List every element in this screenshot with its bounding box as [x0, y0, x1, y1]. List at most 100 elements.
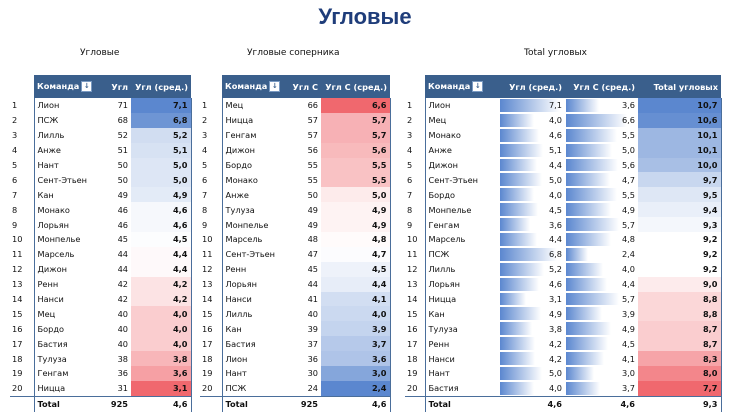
b-cell: 5,0	[565, 143, 638, 158]
rank-cell: 8	[407, 204, 413, 215]
b-cell: 6,8	[131, 112, 192, 128]
column-header-opp-corners-avg[interactable]: Угл С (сред.)	[565, 75, 638, 98]
rank-cell: 4	[202, 145, 208, 156]
table-row: 9 Генгам 3,6 5,7 9,3	[405, 217, 722, 233]
rank-cell: 20	[202, 383, 213, 394]
column-header-team[interactable]: Команда ↓	[34, 75, 93, 98]
table-row: 13 Лорьян 4,6 4,4 9,0	[405, 276, 722, 292]
a-cell: 47	[307, 249, 318, 260]
a-cell: 31	[117, 383, 128, 394]
data-bar	[500, 143, 543, 157]
b-cell: 4,4	[321, 276, 391, 292]
column-header-team[interactable]: Команда ↓	[425, 75, 499, 98]
data-bar	[566, 292, 619, 306]
column-header-opp-corners-avg[interactable]: Угл С (сред.)	[321, 75, 390, 98]
data-bar	[500, 173, 542, 187]
data-bar	[500, 367, 542, 380]
rank-cell: 2	[12, 115, 18, 126]
value-text: 4,0	[548, 115, 562, 126]
data-bar	[566, 381, 601, 395]
team-cell: Ницца	[33, 380, 93, 397]
column-header-corners-avg[interactable]: Угл (сред.)	[131, 75, 191, 98]
total-b: 4,6	[321, 395, 391, 412]
table-row: 11 Марсель 44 4,4	[10, 246, 192, 262]
data-bar	[500, 188, 534, 202]
table-row: 14 Нанси 42 4,2	[10, 291, 192, 307]
a-cell: 4,2	[499, 351, 565, 366]
a-cell: 6,8	[499, 247, 565, 262]
table-row: 8 Тулуза 49 4,9	[200, 202, 391, 218]
table-row: 13 Ренн 42 4,2	[10, 276, 192, 292]
b-cell: 5,5	[321, 157, 391, 173]
b-cell: 4,4	[131, 246, 192, 262]
value-text: 4,6	[548, 279, 562, 290]
a-cell: 4,4	[499, 158, 565, 173]
a-cell: 49	[307, 204, 318, 215]
value-text: 4,9	[621, 323, 635, 334]
a-cell: 49	[117, 189, 128, 200]
team-cell: Лион	[33, 98, 93, 113]
team-cell: Анже	[33, 142, 93, 158]
a-cell: 45	[117, 234, 128, 245]
rank-cell: 14	[12, 294, 23, 305]
b-cell: 3,0	[565, 366, 638, 381]
a-cell: 5,0	[499, 172, 565, 187]
filter-icon[interactable]: ↓	[472, 81, 484, 92]
total-a: 925	[282, 395, 321, 412]
b-cell: 3,6	[131, 366, 192, 381]
column-header-total-corners[interactable]: Total угловых	[638, 75, 721, 98]
column-header-corners-avg[interactable]: Угл (сред.)	[499, 75, 565, 98]
column-header-team[interactable]: Команда ↓	[222, 75, 282, 98]
rank-cell: 5	[12, 160, 18, 170]
rank-cell: 15	[407, 308, 418, 319]
rank-cell: 20	[12, 383, 23, 394]
table-row: 6 Монако 55 5,5	[200, 172, 391, 188]
table-row: 11 ПСЖ 6,8 2,4 9,2	[405, 246, 722, 262]
team-cell: Ницца	[424, 291, 499, 307]
filter-icon[interactable]: ↓	[269, 81, 281, 92]
filter-icon[interactable]: ↓	[81, 81, 93, 92]
c-cell: 9,2	[638, 232, 722, 247]
team-cell: Бастия	[33, 336, 93, 352]
rank-cell: 15	[12, 308, 23, 319]
table-row: 16 Тулуза 3,8 4,9 8,7	[405, 321, 722, 337]
value-text: 7,1	[548, 100, 562, 111]
b-cell: 5,7	[565, 217, 638, 232]
team-cell: Монако	[221, 172, 282, 188]
a-cell: 37	[307, 338, 318, 349]
table-row: 2 ПСЖ 68 6,8	[10, 112, 192, 128]
team-cell: Мец	[424, 112, 499, 128]
a-cell: 4,0	[499, 187, 565, 202]
a-cell: 40	[117, 323, 128, 334]
a-cell: 40	[117, 338, 128, 349]
total-a: 4,6	[499, 395, 565, 412]
team-cell: Дижон	[221, 142, 282, 158]
data-bar	[566, 337, 608, 351]
b-cell: 5,7	[565, 292, 638, 307]
table-row: 12 Лилль 5,2 4,0 9,2	[405, 261, 722, 277]
b-cell: 7,1	[131, 98, 192, 113]
a-cell: 46	[117, 204, 128, 215]
value-text: 4,4	[548, 234, 562, 245]
column-header-opp-corners[interactable]: Угл С	[282, 75, 321, 98]
total-label: Total	[33, 395, 93, 412]
b-cell: 4,0	[131, 336, 192, 352]
value-text: 4,4	[621, 279, 635, 290]
table-row: 3 Лилль 52 5,2	[10, 127, 192, 143]
column-header-corners[interactable]: Угл	[93, 75, 131, 98]
table-row: 17 Бастия 37 3,7	[200, 336, 391, 352]
rank-cell: 2	[407, 115, 413, 126]
rank-cell: 10	[407, 234, 418, 245]
c-cell: 9,0	[638, 276, 722, 292]
a-cell: 50	[117, 160, 128, 170]
a-cell: 50	[307, 189, 318, 200]
rank-cell: 9	[202, 219, 208, 230]
rank-cell: 17	[407, 338, 418, 349]
b-cell: 4,1	[321, 291, 391, 307]
data-bar	[500, 113, 534, 127]
team-cell: Монпелье	[221, 217, 282, 233]
value-text: 3,6	[621, 100, 635, 111]
a-cell: 4,6	[499, 128, 565, 143]
b-cell: 4,9	[565, 321, 638, 336]
a-cell: 36	[117, 368, 128, 379]
